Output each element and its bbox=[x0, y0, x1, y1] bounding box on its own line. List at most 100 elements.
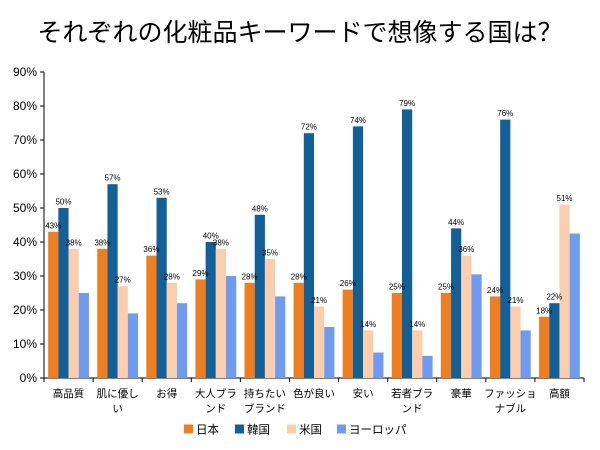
data-label: 25% bbox=[389, 283, 405, 292]
category-label: 持ちたい bbox=[244, 387, 286, 400]
data-label: 48% bbox=[252, 204, 268, 213]
y-tick-label: 90% bbox=[13, 65, 37, 79]
data-label: 28% bbox=[242, 272, 258, 281]
data-label: 28% bbox=[291, 272, 307, 281]
legend-swatch bbox=[337, 424, 346, 434]
legend-swatch bbox=[184, 424, 193, 434]
data-label: 57% bbox=[105, 174, 121, 183]
bar bbox=[324, 327, 335, 378]
bar bbox=[254, 214, 265, 378]
data-label: 36% bbox=[458, 245, 474, 254]
bar bbox=[500, 119, 511, 378]
bar bbox=[166, 282, 177, 378]
bar bbox=[373, 352, 384, 378]
legend-swatch bbox=[287, 424, 296, 434]
category-label: 高品質 bbox=[53, 387, 85, 400]
bar bbox=[127, 313, 139, 378]
bar bbox=[58, 208, 69, 378]
legend: 日本 韓国 米国 ヨーロッパ bbox=[184, 423, 407, 437]
y-tick-label: 70% bbox=[13, 133, 37, 147]
data-label: 38% bbox=[94, 238, 110, 247]
y-tick-label: 0% bbox=[20, 371, 38, 385]
category-label: 肌に優し bbox=[97, 387, 139, 400]
bar bbox=[264, 259, 276, 378]
bar bbox=[156, 197, 167, 378]
bar bbox=[412, 330, 423, 378]
bar bbox=[422, 355, 433, 378]
category-label: 高額 bbox=[549, 387, 570, 400]
data-label: 28% bbox=[164, 272, 180, 281]
data-label: 24% bbox=[487, 286, 503, 295]
data-label: 53% bbox=[154, 187, 170, 196]
category-label: ンド bbox=[402, 403, 423, 415]
y-tick-label: 20% bbox=[13, 303, 37, 317]
bar bbox=[440, 293, 452, 378]
category-label: 安い bbox=[353, 387, 374, 400]
category-label: 若者ブラ bbox=[391, 387, 433, 400]
bar bbox=[451, 228, 462, 378]
bar bbox=[539, 316, 550, 378]
data-label: 22% bbox=[546, 293, 562, 302]
data-label: 74% bbox=[350, 116, 366, 125]
y-tick-label: 40% bbox=[13, 235, 37, 249]
y-tick-label: 80% bbox=[13, 99, 37, 113]
data-label: 18% bbox=[536, 306, 552, 315]
data-label: 51% bbox=[557, 194, 573, 203]
data-label: 21% bbox=[311, 296, 327, 305]
data-label: 27% bbox=[115, 276, 131, 285]
bar bbox=[293, 282, 304, 378]
bar bbox=[510, 306, 521, 378]
category-label: 豪華 bbox=[451, 387, 472, 400]
category-label: ファッショ bbox=[484, 388, 537, 400]
bar bbox=[215, 248, 227, 378]
category-label: ンド bbox=[205, 403, 226, 415]
data-label: 38% bbox=[66, 238, 82, 247]
data-label: 50% bbox=[55, 198, 71, 207]
data-label: 25% bbox=[438, 283, 454, 292]
chart-title: それぞれの化粧品キーワードで想像する国は？ bbox=[37, 18, 562, 47]
bar bbox=[195, 279, 206, 378]
bars bbox=[48, 109, 580, 379]
category-label: 大人ブラ bbox=[195, 387, 237, 400]
legend-label: 韓国 bbox=[247, 423, 270, 437]
bar bbox=[68, 248, 79, 378]
bar bbox=[520, 330, 531, 378]
y-tick-label: 10% bbox=[13, 337, 37, 351]
bar bbox=[107, 184, 118, 378]
data-label: 44% bbox=[448, 218, 464, 227]
category-label: ナブル bbox=[495, 402, 527, 415]
bar bbox=[314, 306, 325, 378]
bar bbox=[391, 293, 402, 378]
bar bbox=[471, 274, 482, 378]
data-labels: 43%50%38% 38%57%27%36%53%28% 29%40%38%28%4… bbox=[45, 99, 572, 329]
category-label: い bbox=[112, 403, 123, 415]
bar bbox=[176, 303, 188, 378]
data-label: 72% bbox=[301, 123, 317, 132]
legend-label: 米国 bbox=[299, 423, 322, 437]
data-label: 29% bbox=[193, 269, 209, 278]
bar bbox=[97, 248, 108, 378]
bar bbox=[146, 255, 157, 378]
bar bbox=[275, 296, 286, 378]
bar bbox=[363, 330, 374, 378]
data-label: 43% bbox=[45, 221, 61, 230]
bar bbox=[342, 289, 353, 378]
data-label: 14% bbox=[360, 320, 376, 329]
category-label: ブランド bbox=[244, 402, 286, 415]
bar bbox=[244, 282, 255, 378]
data-label: 14% bbox=[409, 320, 425, 329]
y-tick-label: 50% bbox=[13, 201, 37, 215]
data-label: 76% bbox=[497, 109, 513, 118]
category-label: お得 bbox=[156, 388, 177, 400]
bar bbox=[48, 231, 59, 378]
bar bbox=[461, 255, 472, 378]
data-label: 38% bbox=[213, 238, 229, 247]
legend-label: 日本 bbox=[196, 423, 219, 437]
y-tick-label: 60% bbox=[13, 167, 37, 181]
y-tick-label: 30% bbox=[13, 269, 37, 283]
bar bbox=[559, 204, 570, 378]
data-label: 36% bbox=[143, 245, 159, 254]
bar bbox=[401, 109, 413, 379]
